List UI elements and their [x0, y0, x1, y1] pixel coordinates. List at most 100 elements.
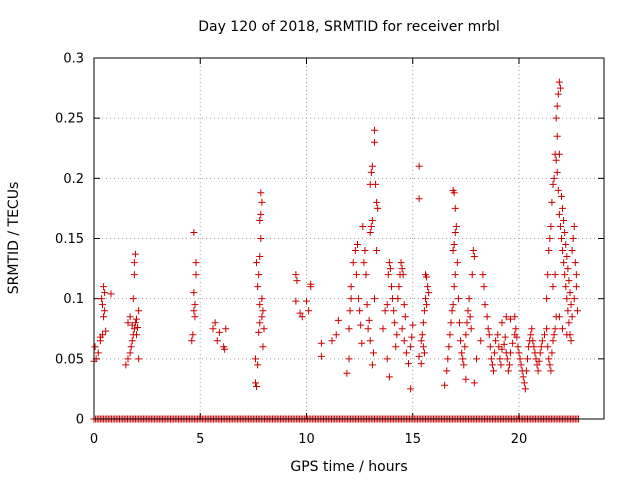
data-point — [415, 162, 423, 170]
x-tick-label: 15 — [404, 432, 421, 447]
data-point — [371, 138, 378, 146]
data-point — [395, 283, 403, 291]
data-point — [537, 343, 545, 351]
y-axis-label: SRMTID / TECUs — [6, 182, 22, 295]
data-point — [423, 273, 431, 281]
data-point — [533, 361, 541, 369]
data-point — [469, 247, 477, 255]
data-point — [393, 331, 401, 339]
y-tick-label: 0.3 — [63, 52, 84, 67]
data-point — [500, 340, 508, 348]
data-point — [345, 355, 353, 363]
data-point — [328, 337, 336, 345]
data-point — [259, 343, 267, 351]
data-point — [256, 301, 264, 309]
data-point — [256, 253, 264, 261]
data-point — [343, 369, 351, 377]
data-point — [258, 295, 266, 303]
data-point — [213, 337, 221, 345]
data-point — [124, 355, 132, 363]
data-point — [128, 337, 136, 345]
data-point — [361, 247, 369, 255]
data-point — [561, 228, 569, 236]
data-point — [556, 222, 564, 230]
plot-frame — [93, 57, 605, 420]
data-point — [509, 339, 517, 347]
data-point — [555, 313, 563, 321]
data-point — [96, 333, 104, 341]
data-point — [351, 247, 359, 255]
data-point — [490, 367, 497, 375]
data-point — [480, 283, 488, 291]
data-point — [364, 325, 372, 333]
data-point — [373, 198, 381, 206]
data-point — [129, 295, 137, 303]
data-point — [498, 319, 506, 327]
data-point — [568, 247, 576, 255]
data-point — [450, 241, 458, 249]
data-point — [451, 271, 459, 279]
data-point — [487, 355, 495, 363]
data-point — [373, 247, 381, 255]
data-point — [417, 360, 425, 368]
data-point — [124, 319, 132, 327]
data-point — [420, 349, 428, 357]
x-tick-label: 5 — [196, 432, 204, 447]
data-point — [425, 289, 433, 297]
data-point — [535, 357, 543, 365]
data-point — [371, 126, 378, 134]
data-point — [134, 324, 142, 332]
data-point — [100, 313, 108, 321]
data-point — [102, 327, 110, 335]
data-point — [347, 295, 355, 303]
data-point — [503, 355, 511, 363]
data-point — [545, 247, 553, 255]
data-point — [252, 355, 259, 363]
data-point — [368, 361, 376, 369]
data-point — [463, 319, 471, 327]
data-point — [256, 319, 264, 327]
data-point — [402, 349, 410, 357]
data-point — [573, 307, 581, 315]
x-tick-label: 0 — [90, 432, 98, 447]
data-point — [415, 195, 423, 203]
data-point — [514, 343, 522, 351]
data-point — [258, 198, 266, 206]
data-point — [392, 343, 400, 351]
data-point — [441, 381, 449, 389]
data-point — [551, 325, 559, 333]
data-point — [505, 361, 513, 369]
data-point — [101, 289, 109, 297]
data-point — [571, 259, 579, 267]
data-point — [398, 325, 406, 333]
data-point — [365, 316, 373, 324]
data-point — [552, 114, 560, 122]
data-point — [409, 321, 417, 329]
y-tick-label: 0 — [76, 413, 84, 428]
data-point — [449, 247, 457, 255]
data-point — [332, 331, 340, 339]
data-point — [91, 343, 99, 351]
data-point — [548, 349, 556, 357]
data-point — [567, 301, 575, 309]
data-point — [549, 283, 557, 291]
data-point — [524, 355, 531, 363]
data-point — [519, 373, 527, 381]
data-point — [369, 349, 377, 357]
data-point — [317, 339, 325, 347]
data-point — [388, 283, 395, 291]
y-tick-label: 0.1 — [63, 292, 84, 307]
data-point — [257, 235, 265, 242]
data-point — [371, 295, 378, 303]
data-point — [346, 307, 354, 315]
data-point — [347, 283, 355, 291]
data-point — [298, 313, 306, 321]
data-point — [450, 189, 458, 197]
data-point — [405, 360, 412, 368]
data-point — [407, 343, 415, 351]
data-point — [367, 222, 375, 230]
data-point — [307, 280, 315, 288]
data-point — [253, 259, 261, 267]
data-point — [512, 325, 520, 333]
data-point — [126, 313, 134, 321]
